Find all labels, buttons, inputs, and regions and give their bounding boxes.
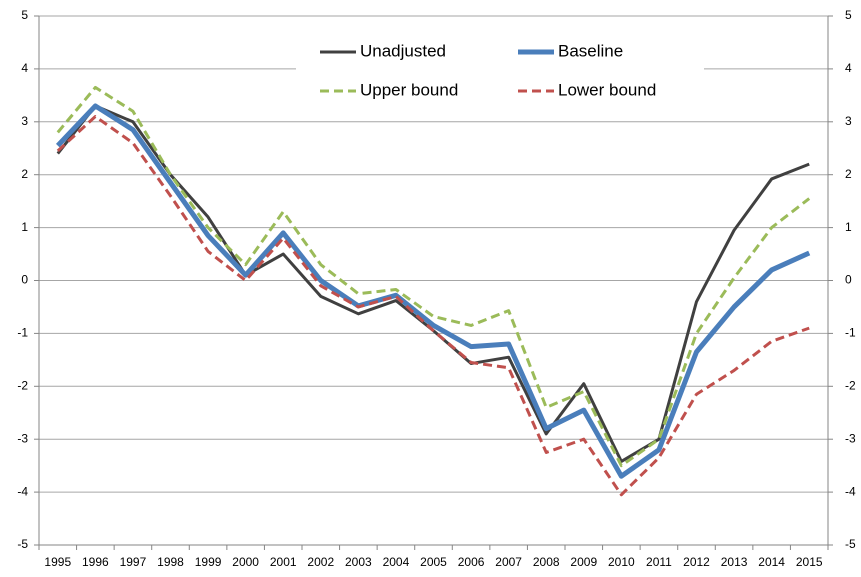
x-tick-label: 2000 [232,555,259,569]
y2-tick-label: 1 [845,220,852,234]
y2-tick-label: -5 [845,537,856,551]
x-tick-label: 2003 [345,555,372,569]
y2-tick-label: -3 [845,431,856,445]
y2-tick-label: 0 [845,273,852,287]
y-tick-label: -2 [17,378,28,392]
y2-tick-label: -1 [845,326,856,340]
x-tick-label: 2012 [683,555,710,569]
y-tick-label: 3 [21,114,28,128]
x-tick-label: 2007 [495,555,522,569]
x-tick-label: 2010 [608,555,635,569]
y-tick-label: -3 [17,431,28,445]
y-tick-label: -1 [17,326,28,340]
x-tick-label: 2014 [758,555,785,569]
x-tick-label: 1998 [157,555,184,569]
series-line [56,85,811,468]
x-tick-label: 1997 [120,555,147,569]
y-tick-label: -5 [17,537,28,551]
legend-label: Baseline [558,41,623,60]
y-tick-label: -4 [17,484,28,498]
y-tick-label: 0 [21,273,28,287]
y2-tick-label: 3 [845,114,852,128]
x-tick-label: 2001 [270,555,297,569]
legend-label: Lower bound [558,80,656,99]
x-tick-label: 1996 [82,555,109,569]
legend-label: Upper bound [360,80,458,99]
y-tick-label: 1 [21,220,28,234]
x-tick-label: 1995 [44,555,71,569]
legend-box [296,36,704,116]
y2-tick-label: 2 [845,167,852,181]
y2-tick-label: -2 [845,378,856,392]
x-tick-label: 2015 [796,555,823,569]
x-tick-label: 2004 [383,555,410,569]
series-line [56,104,810,463]
x-tick-label: 2006 [458,555,485,569]
series-line [56,115,810,497]
x-tick-label: 2008 [533,555,560,569]
legend-label: Unadjusted [360,41,446,60]
y2-tick-label: -4 [845,484,856,498]
series-line [55,103,811,479]
x-tick-label: 2013 [721,555,748,569]
y2-tick-label: 5 [845,8,852,22]
x-tick-label: 1999 [195,555,222,569]
y-tick-label: 5 [21,8,28,22]
x-tick-label: 2009 [570,555,597,569]
y-tick-label: 4 [21,61,28,75]
x-tick-label: 2005 [420,555,447,569]
y-tick-label: 2 [21,167,28,181]
x-tick-label: 2011 [646,555,672,569]
x-tick-label: 2002 [307,555,334,569]
y2-tick-label: 4 [845,61,852,75]
